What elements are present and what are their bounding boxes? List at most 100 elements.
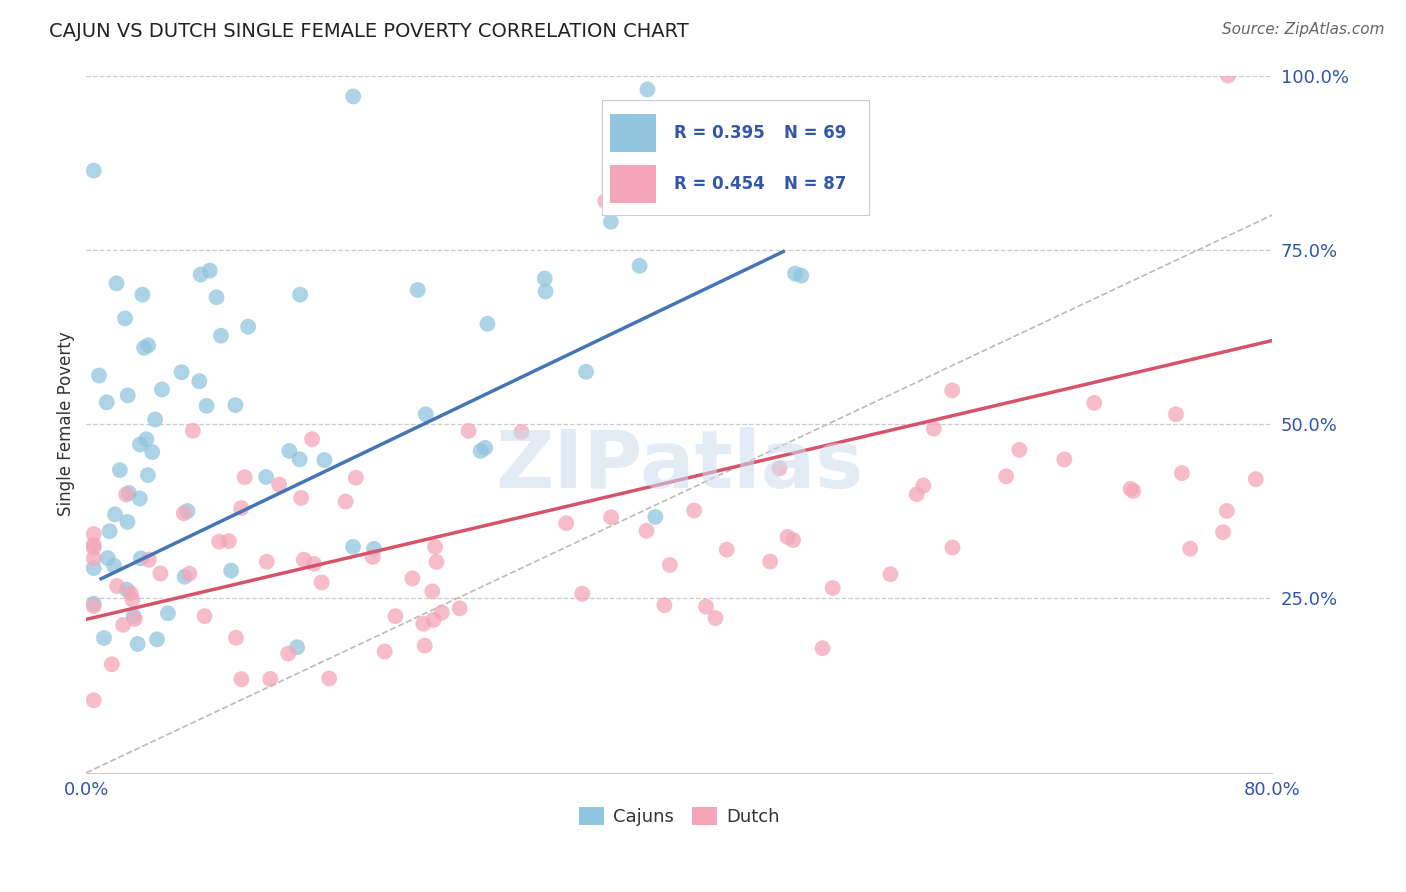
Point [149,566,172,581]
Point [87,368,110,383]
Point [233,470,256,484]
Point [238,319,260,334]
Point [695,599,717,614]
Point [425,555,447,569]
Point [912,478,935,492]
Point [173,506,195,520]
Point [193,609,215,624]
Point [115,582,138,597]
Point [105,579,128,593]
Point [288,287,311,301]
Point [83,541,105,555]
Point [302,557,325,571]
Point [335,494,357,508]
Point [474,441,496,455]
Point [555,516,578,531]
Point [146,632,169,647]
Point [93,631,115,645]
Point [311,575,333,590]
Point [290,491,312,505]
Point [790,268,813,283]
Point [278,444,301,458]
Point [179,566,201,581]
Point [170,365,193,379]
Point [118,486,141,500]
Point [683,503,706,517]
Point [83,163,105,178]
Point [575,365,598,379]
Point [318,672,340,686]
Y-axis label: Single Female Poverty: Single Female Poverty [58,332,75,516]
Legend: Cajuns, Dutch: Cajuns, Dutch [572,799,787,833]
Point [658,558,681,572]
Point [941,541,963,555]
Point [599,215,621,229]
Point [231,501,253,516]
Point [97,551,120,566]
Point [628,259,651,273]
Point [114,311,136,326]
Point [190,268,212,282]
Point [277,647,299,661]
Point [195,399,218,413]
Point [342,540,364,554]
Text: CAJUN VS DUTCH SINGLE FEMALE POVERTY CORRELATION CHART: CAJUN VS DUTCH SINGLE FEMALE POVERTY COR… [49,22,689,41]
Point [117,515,139,529]
Point [430,606,453,620]
Point [995,469,1018,483]
Point [108,463,131,477]
Point [209,328,232,343]
Point [292,552,315,566]
Point [136,338,159,352]
Point [156,607,179,621]
Point [470,443,492,458]
Point [422,613,444,627]
Point [716,542,738,557]
Point [101,657,124,672]
Point [477,317,499,331]
Point [208,534,231,549]
Point [420,584,443,599]
Point [1008,442,1031,457]
Point [644,509,666,524]
Point [1164,407,1187,421]
Point [776,530,799,544]
Point [103,558,125,573]
Point [533,271,555,285]
Point [1216,69,1239,83]
Point [136,468,159,483]
Point [1122,483,1144,498]
Point [879,567,901,582]
Point [219,564,242,578]
Point [83,599,105,613]
Point [138,552,160,566]
Point [83,527,105,541]
Point [132,341,155,355]
Point [128,491,150,506]
Point [510,425,533,439]
Point [783,267,806,281]
Point [135,432,157,446]
Point [922,422,945,436]
Point [1083,396,1105,410]
Point [782,533,804,547]
Point [120,586,142,600]
Point [98,524,121,539]
Point [131,287,153,301]
Text: Source: ZipAtlas.com: Source: ZipAtlas.com [1222,22,1385,37]
Point [115,487,138,501]
Point [124,612,146,626]
Point [941,384,963,398]
Point [198,263,221,277]
Point [218,534,240,549]
Text: ZIPatlas: ZIPatlas [495,427,863,505]
Point [344,471,367,485]
Point [636,524,658,538]
Point [401,571,423,585]
Point [593,194,616,208]
Point [1180,541,1202,556]
Point [256,555,278,569]
Point [224,398,246,412]
Point [361,549,384,564]
Point [285,640,308,655]
